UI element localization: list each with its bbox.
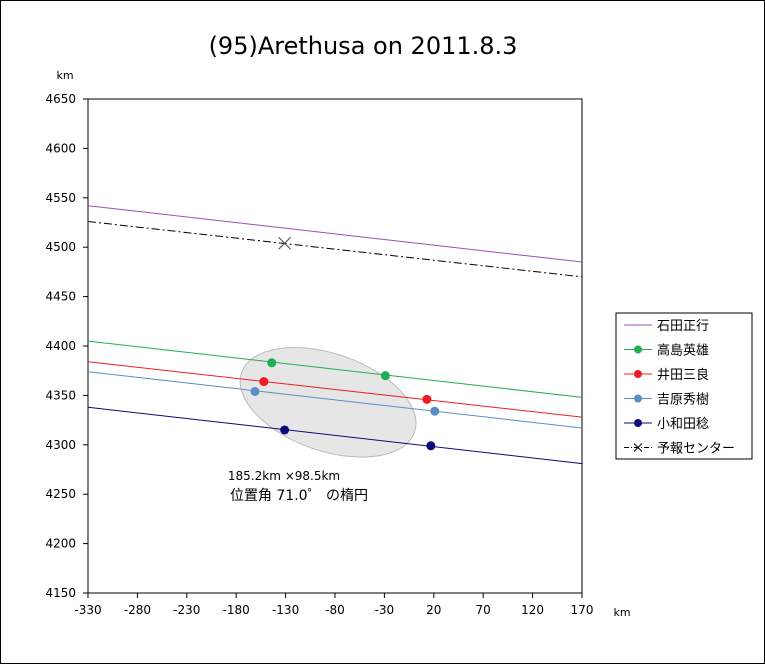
y-tick-label-7: 4500 [45,240,76,254]
legend-label-3: 吉原秀樹 [657,393,709,408]
x-tick-label-10: 170 [571,603,594,617]
series-line-3 [88,371,582,429]
legend-label-2: 井田三良 [657,367,709,383]
series-line-1 [88,340,582,398]
x-tick-label-8: 70 [476,603,491,617]
series-point-4-0 [280,425,290,435]
series-point-5-0 [278,236,292,250]
x-tick-label-2: -230 [173,603,200,617]
x-tick-label-9: 120 [521,603,544,617]
y-tick-label-6: 4450 [45,290,76,304]
series-point-3-1 [430,406,440,416]
legend-label-0: 石田正行 [657,319,709,334]
x-unit-label: km [613,606,630,619]
y-tick-label-8: 4550 [45,191,76,205]
legend-marker-2 [634,370,642,378]
legend-box [615,312,753,460]
y-tick-label-5: 4400 [45,339,76,353]
plot-area [87,98,583,594]
series-point-2-0 [259,377,269,387]
legend-marker-1 [634,345,642,354]
legend-label-5: 予報センター [657,442,735,457]
series-line-0 [88,205,582,263]
legend-label-4: 小和田稔 [657,417,709,432]
series-point-3-0 [250,386,260,396]
y-tick-label-4: 4350 [45,388,76,402]
series-point-1-1 [380,371,390,381]
y-tick-label-2: 4250 [45,487,76,501]
y-tick-label-9: 4600 [45,141,76,155]
x-tick-label-4: -130 [272,603,299,617]
ellipse-size-annotation: 185.2km ×98.5km [228,469,340,483]
y-unit-label: km [56,69,73,82]
series-point-1-0 [267,358,277,368]
x-tick-label-5: -80 [325,603,345,617]
y-tick-label-3: 4300 [45,438,76,452]
chart-title: (95)Arethusa on 2011.8.3 [209,32,518,60]
x-tick-label-3: -180 [223,603,250,617]
ellipse-angle-annotation: 位置角 71.0゜ の楕円 [230,487,368,504]
y-tick-label-0: 4150 [45,586,76,600]
y-tick-label-10: 4650 [45,92,76,106]
legend-marker-5 [633,443,643,452]
x-tick-label-1: -280 [124,603,151,617]
series-line-4 [88,406,582,465]
legend-marker-4 [634,419,642,427]
legend-marker-3 [634,394,642,403]
series-line-5 [88,221,582,278]
legend-label-1: 高島英雄 [657,343,709,359]
y-tick-label-1: 4200 [45,537,76,551]
x-tick-label-6: -30 [375,603,395,617]
x-tick-label-7: 20 [426,603,441,617]
series-point-2-1 [422,394,432,404]
series-point-4-1 [426,441,436,451]
series-line-2 [88,361,582,418]
x-tick-label-0: -330 [74,603,101,617]
